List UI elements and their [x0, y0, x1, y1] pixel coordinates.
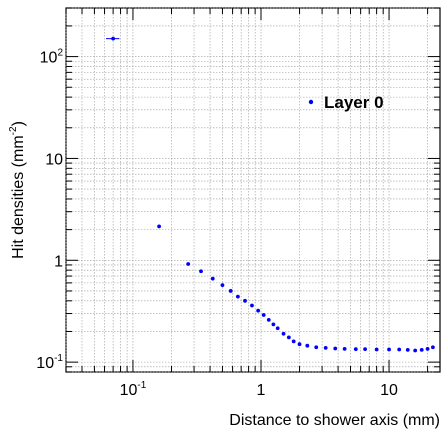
data-point: [286, 335, 291, 340]
data-point: [243, 298, 247, 303]
data-point: [419, 347, 424, 352]
data-point: [261, 313, 266, 317]
data-point: [186, 262, 191, 266]
data-point: [111, 36, 116, 41]
data-point: [333, 346, 338, 351]
data-point: [405, 347, 410, 352]
grid: [65, 7, 440, 373]
data-point: [271, 322, 276, 327]
data-point: [363, 347, 367, 352]
data-point: [220, 283, 225, 288]
data-point: [297, 342, 302, 347]
y-tick-label: 10: [45, 151, 63, 168]
data-point: [342, 346, 347, 351]
tick-labels: 10-1 1 10 10-1 1 10 102: [36, 48, 398, 399]
x-tick-label: 10-1: [120, 380, 147, 399]
data-point: [413, 348, 418, 353]
data-point: [235, 294, 240, 299]
data-point: [314, 345, 319, 350]
x-axis-label: Distance to shower axis (mm): [229, 412, 440, 429]
data-point: [397, 347, 402, 352]
data-point: [291, 339, 296, 344]
data-point: [256, 308, 261, 313]
data-point: [425, 346, 430, 351]
data-series: [106, 36, 435, 353]
data-point: [323, 345, 328, 350]
data-point: [199, 269, 203, 274]
y-axis-label: Hit densities (mm-2): [8, 121, 27, 259]
axis-ticks: [65, 7, 440, 373]
data-point: [157, 224, 161, 229]
data-point: [275, 326, 280, 331]
data-point: [228, 289, 233, 293]
data-point: [210, 276, 215, 281]
data-point: [374, 347, 379, 352]
data-point: [430, 345, 435, 350]
legend-label: Layer 0: [324, 93, 384, 112]
data-point: [305, 343, 310, 348]
y-tick-label: 10-1: [36, 353, 63, 372]
data-point: [266, 317, 271, 322]
data-point: [250, 303, 254, 308]
data-point: [353, 347, 358, 352]
y-tick-label: 1: [54, 253, 63, 270]
x-tick-label: 10: [380, 382, 398, 399]
legend: Layer 0: [308, 93, 384, 112]
x-tick-label: 1: [257, 382, 266, 399]
data-point: [281, 331, 286, 336]
legend-marker: [308, 99, 314, 105]
data-point: [387, 347, 391, 352]
plot-frame: [65, 7, 441, 373]
y-tick-label: 102: [40, 48, 64, 67]
